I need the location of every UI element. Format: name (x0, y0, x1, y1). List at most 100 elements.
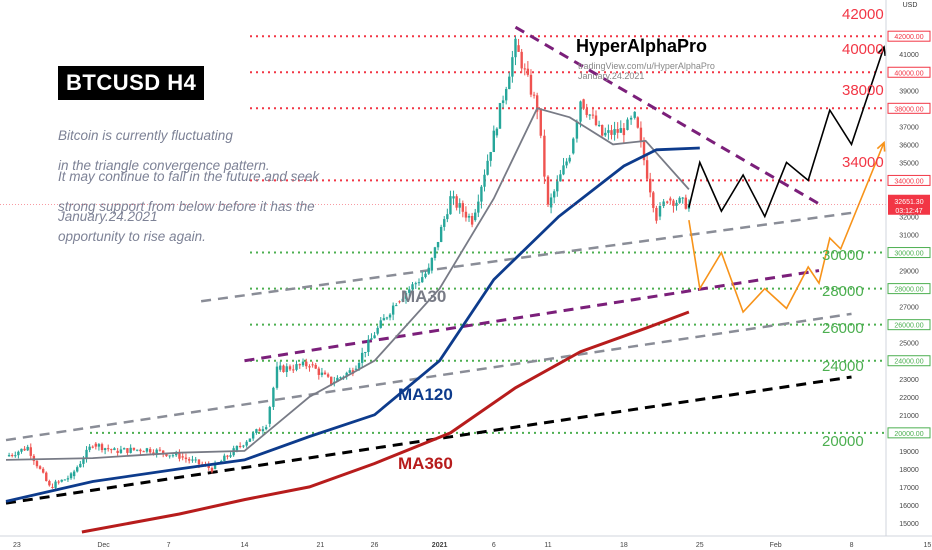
candle-body (148, 449, 152, 453)
candle-body (35, 461, 39, 467)
candle-body (543, 135, 546, 177)
description-line: It may continue to fall in the future an… (58, 169, 320, 184)
ma-label: MA120 (398, 385, 453, 404)
candle-body (107, 448, 110, 450)
candle-body (639, 127, 643, 142)
candle-body (591, 114, 595, 116)
candle-body (145, 448, 149, 452)
projection-down-path (688, 142, 885, 314)
level-label: 38000 (842, 82, 884, 99)
level-badge-label: 20000.00 (894, 431, 923, 438)
candle-body (20, 448, 23, 452)
candle-body (282, 365, 285, 373)
candle-body (210, 467, 214, 472)
candle-body (72, 471, 76, 477)
candle-body (379, 320, 382, 328)
candle-body (414, 283, 417, 285)
candle-body (458, 203, 461, 208)
candle-body (594, 115, 598, 126)
candle-body (7, 455, 11, 457)
price-tick-label: 35000 (899, 160, 919, 167)
level-badge (887, 66, 931, 78)
current-price-badge (888, 194, 930, 215)
candle-body (430, 257, 434, 271)
price-tick-label: 17000 (899, 485, 919, 492)
level-label: 28000 (822, 283, 864, 300)
candle-body (168, 455, 171, 457)
candle-body (376, 327, 379, 334)
level-label: 30000 (822, 247, 864, 264)
candle-body (483, 174, 486, 187)
ma30-line (5, 107, 690, 461)
candle-body (103, 448, 107, 451)
candle-body (178, 452, 181, 459)
time-tick-label: Dec (97, 542, 110, 549)
candle-body (467, 216, 471, 218)
candle-body (626, 119, 629, 130)
level-label: 34000 (842, 154, 884, 171)
trendline-mid-channel (5, 312, 852, 442)
candle-body (129, 447, 132, 453)
level-badge (887, 355, 931, 367)
candle-body (41, 468, 45, 473)
candle-body (681, 197, 684, 199)
candle-body (398, 301, 401, 303)
price-tick-label: 16000 (899, 503, 919, 510)
time-axis[interactable]: 23 Dec 7 14 21 26 2021 6 11 18 25 Feb 8 15 (0, 535, 932, 549)
candle-body (122, 448, 126, 450)
candle-body (559, 174, 562, 182)
description-line: opportunity to rise again. (58, 229, 206, 244)
candle-body (181, 456, 184, 458)
trendline-triangle-top (514, 25, 820, 206)
candle-body (251, 432, 255, 439)
time-tick-label: Feb (770, 542, 782, 549)
candle-body (245, 441, 248, 446)
candle-body (610, 130, 613, 135)
candle-body (395, 305, 398, 307)
candle-body (546, 176, 550, 205)
candle-body (477, 201, 480, 213)
candle-body (535, 95, 539, 112)
candle-body (171, 455, 175, 457)
candle-body (404, 292, 408, 299)
candle-body (439, 226, 443, 242)
price-tick-label: 27000 (899, 305, 919, 312)
candle-body (152, 452, 155, 454)
candle-body (532, 94, 536, 96)
candle-body (320, 372, 324, 375)
price-axis[interactable]: USD1500016000170001800019000200002100022… (885, 0, 931, 536)
candle-body (285, 366, 288, 373)
candle-body (66, 478, 70, 480)
candle-body (508, 76, 511, 90)
price-tick-label: 39000 (899, 88, 919, 95)
candle-body (126, 448, 129, 453)
level-badge (887, 102, 931, 114)
price-tick-label: 41000 (899, 52, 919, 59)
candle-body (552, 191, 556, 198)
candle-body (585, 108, 588, 115)
candle-body (82, 459, 85, 464)
level-badge-label: 30000.00 (894, 251, 923, 258)
candle-body (17, 451, 20, 456)
candle-body (597, 124, 601, 126)
description-line: in the triangle convergence pattern. (58, 158, 270, 173)
candle-body (197, 459, 201, 465)
price-tick-label: 21000 (899, 413, 919, 420)
price-tick-label: 36000 (899, 142, 919, 149)
candle-body (226, 455, 229, 457)
candle-body (601, 124, 604, 136)
candle-body (88, 446, 91, 450)
candle-body (662, 201, 665, 206)
candle-body (110, 449, 113, 451)
level-badge (887, 283, 931, 295)
candle-body (135, 449, 139, 451)
candle-body (391, 305, 395, 315)
candle-body (556, 181, 559, 192)
candle-body (436, 241, 440, 248)
candle-body (165, 453, 168, 457)
candle-body (336, 377, 339, 382)
candle-body (655, 207, 658, 221)
price-tick-label: 29000 (899, 269, 919, 276)
candle-body (486, 160, 489, 175)
